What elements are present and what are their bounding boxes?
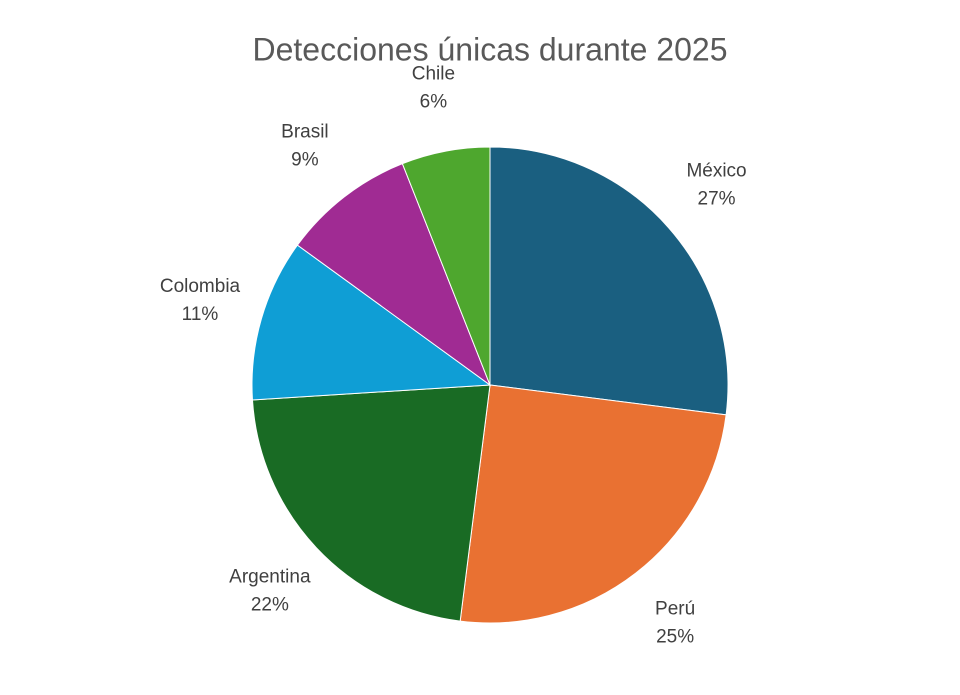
- pie-slice: [459, 384, 727, 624]
- slice-value-label: 9%: [291, 149, 319, 170]
- slice-label: México: [686, 160, 746, 181]
- pie-slice: [401, 146, 491, 386]
- pie-slice: [489, 146, 729, 416]
- slice-label: Colombia: [160, 276, 241, 297]
- chart-title: Detecciones únicas durante 2025: [253, 31, 728, 67]
- pie-slice: [251, 384, 491, 622]
- slice-value-label: 11%: [182, 304, 219, 325]
- slice-value-label: 27%: [698, 188, 736, 209]
- slice-value-label: 6%: [420, 91, 448, 112]
- pie-slice: [251, 244, 492, 401]
- slice-value-label: 22%: [251, 595, 289, 616]
- slice-label: Argentina: [229, 567, 311, 588]
- pie-slice: [296, 163, 492, 387]
- slice-value-label: 25%: [656, 627, 694, 648]
- slice-label: Perú: [655, 599, 695, 620]
- slice-label: Chile: [412, 63, 455, 84]
- slice-label: Brasil: [281, 121, 329, 142]
